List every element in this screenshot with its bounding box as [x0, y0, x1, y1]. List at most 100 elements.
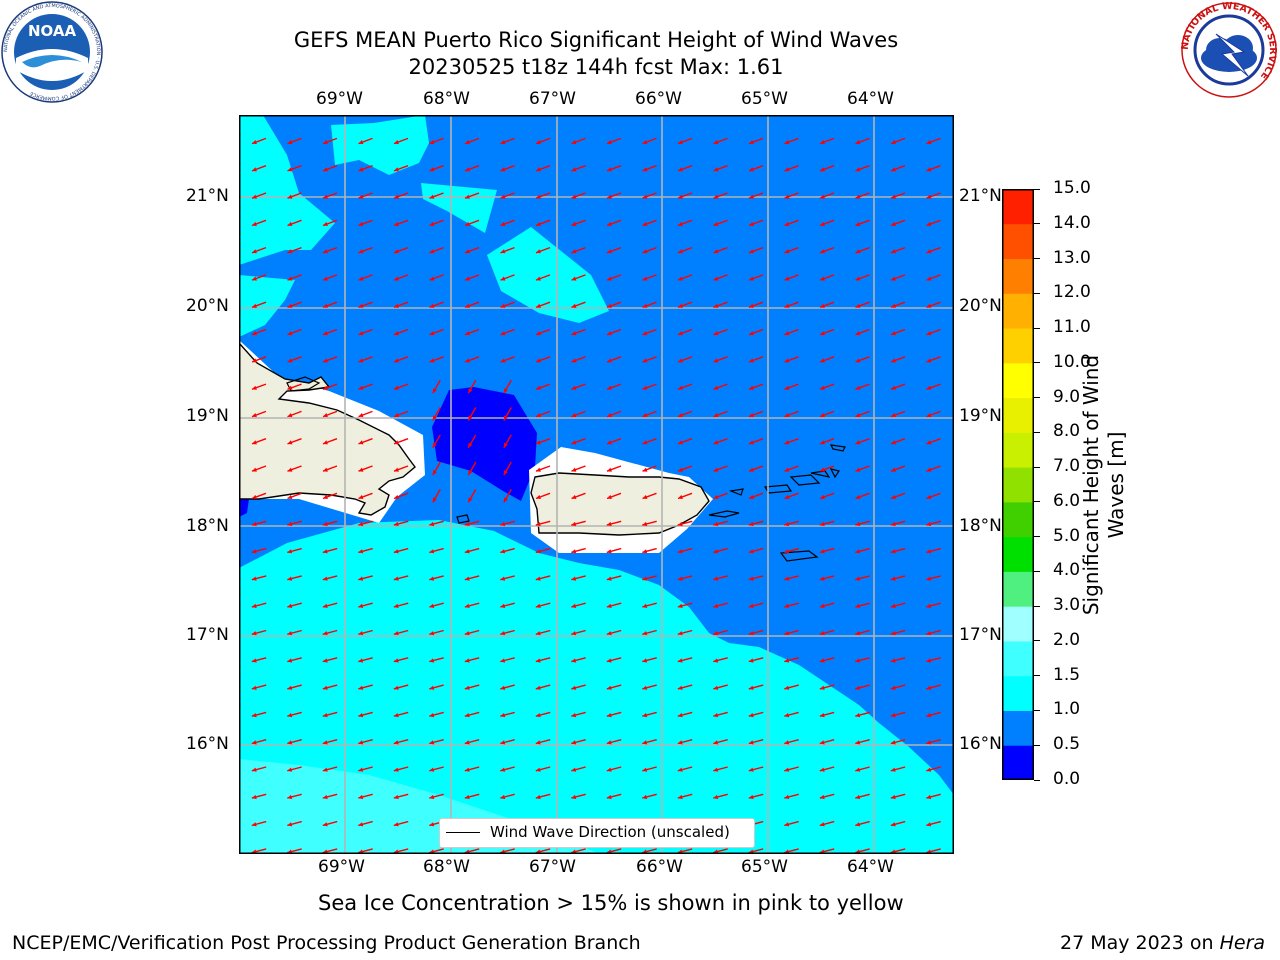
wave-direction-arrowhead — [571, 494, 577, 499]
wave-direction-arrowhead — [535, 603, 541, 608]
wave-direction-arrowhead — [855, 658, 861, 663]
wave-direction-arrowhead — [536, 140, 541, 145]
wave-direction-arrowhead — [855, 276, 861, 281]
wave-direction-arrowhead — [429, 249, 435, 254]
wave-direction-arrowhead — [642, 603, 648, 608]
colorbar-tick-label: 1.5 — [1053, 664, 1081, 685]
wave-direction-arrowhead — [287, 221, 293, 226]
wave-direction-arrowhead — [890, 713, 896, 718]
wave-direction-arrowhead — [819, 822, 825, 827]
wave-direction-arrowhead — [571, 767, 577, 772]
colorbar-tick-label: 12.0 — [1053, 282, 1091, 303]
wind-wave-arrows — [251, 137, 941, 854]
wave-direction-arrowhead — [500, 713, 506, 718]
wave-direction-arrowhead — [642, 713, 648, 718]
wave-direction-arrowhead — [820, 167, 825, 172]
wave-direction-arrowhead — [429, 140, 435, 145]
legend-label: Wind Wave Direction (unscaled) — [490, 823, 730, 841]
wave-direction-arrowhead — [855, 767, 861, 772]
wave-direction-arrowhead — [429, 822, 435, 827]
wave-direction-arrowhead — [251, 631, 257, 636]
wave-direction-arrowhead — [500, 331, 506, 336]
wave-direction-arrowhead — [748, 685, 754, 690]
wave-direction-arrowhead — [713, 467, 719, 472]
wave-direction-arrowhead — [607, 303, 612, 308]
tortuga-island — [286, 376, 321, 392]
wave-direction-arrowhead — [465, 167, 470, 172]
wave-direction-arrowhead — [784, 303, 790, 308]
wave-direction-arrowhead — [677, 713, 683, 718]
wave-direction-arrowhead — [432, 442, 437, 448]
wave-direction-arrowhead — [855, 576, 861, 581]
wave-direction-arrowhead — [393, 794, 399, 800]
wave-direction-arrowhead — [748, 740, 754, 745]
wave-direction-arrowhead — [713, 521, 719, 527]
wave-direction-arrowhead — [606, 576, 612, 581]
wave-direction-arrowhead — [607, 221, 612, 226]
wave-direction-arrowhead — [642, 576, 648, 581]
wave-direction-arrowhead — [465, 303, 470, 308]
wave-direction-arrowhead — [819, 549, 825, 554]
wave-direction-arrowhead — [784, 194, 790, 199]
wave-direction-arrowhead — [287, 249, 293, 254]
wave-direction-arrowhead — [252, 249, 257, 254]
wave-direction-arrowhead — [571, 331, 577, 336]
colorbar-swatch — [1002, 432, 1034, 468]
wave-direction-arrowhead — [503, 415, 508, 421]
colorbar-tick-label: 5.0 — [1053, 525, 1081, 546]
colorbar-swatch — [1002, 467, 1034, 503]
wave-direction-arrowhead — [287, 631, 293, 636]
wave-direction-arrowhead — [678, 385, 683, 390]
colorbar-swatch — [1002, 189, 1034, 225]
wave-direction-arrowhead — [713, 631, 719, 636]
wave-direction-arrowhead — [607, 194, 612, 199]
wave-direction-arrowhead — [251, 603, 257, 608]
wave-direction-arrowhead — [393, 576, 399, 581]
wave-direction-arrowhead — [784, 631, 790, 636]
colorbar-swatches — [1002, 189, 1034, 781]
wave-direction-arrowhead — [536, 413, 541, 418]
wave-direction-arrowhead — [820, 494, 825, 499]
wave-direction-arrowhead — [323, 440, 328, 445]
wave-direction-arrowhead — [503, 442, 508, 448]
wave-direction-arrowhead — [358, 303, 364, 308]
wave-direction-arrowhead — [606, 713, 612, 718]
wave-direction-arrowhead — [536, 194, 541, 199]
wave-direction-arrowhead — [429, 521, 435, 527]
colorbar-tick — [1034, 223, 1040, 225]
wave-direction-arrowhead — [571, 385, 577, 390]
nws-logo: NATIONAL WEATHER SERVICE — [1178, 0, 1280, 100]
wave-direction-arrowhead — [713, 167, 719, 172]
colorbar-tick — [1034, 675, 1040, 677]
cyan-region-nw — [239, 115, 335, 265]
low-wave-region — [432, 387, 537, 501]
wave-direction-arrowhead — [678, 140, 683, 145]
wave-direction-arrowhead — [323, 413, 328, 418]
wave-direction-arrowhead — [393, 822, 399, 827]
wave-direction-arrowhead — [607, 440, 612, 445]
wave-direction-arrowhead — [252, 385, 257, 390]
lat-label-right-18n: 18°N — [959, 516, 1002, 536]
wave-direction-arrowhead — [855, 303, 861, 308]
wave-direction-arrowhead — [784, 549, 790, 554]
wave-direction-arrowhead — [535, 521, 541, 527]
wave-direction-arrowhead — [322, 549, 328, 554]
wave-direction-arrowhead — [855, 794, 861, 800]
wave-direction-arrowhead — [607, 467, 612, 472]
wave-direction-arrowhead — [571, 276, 577, 281]
colorbar-tick — [1034, 570, 1040, 572]
wave-direction-arrowhead — [855, 331, 861, 336]
wave-direction-arrowhead — [749, 467, 754, 472]
wave-direction-arrowhead — [926, 303, 932, 308]
wave-direction-arrowhead — [784, 794, 790, 800]
wave-direction-arrowhead — [607, 331, 612, 336]
wave-direction-arrowhead — [820, 440, 825, 445]
wave-direction-arrowhead — [677, 767, 683, 772]
wave-direction-arrowhead — [677, 576, 683, 581]
wave-direction-arrowhead — [820, 303, 825, 308]
wave-direction-arrowhead — [394, 358, 399, 363]
wave-direction-arrowhead — [642, 249, 648, 254]
wave-direction-arrowhead — [500, 685, 506, 690]
wave-direction-arrowhead — [819, 658, 825, 663]
wave-direction-arrowhead — [287, 385, 293, 390]
